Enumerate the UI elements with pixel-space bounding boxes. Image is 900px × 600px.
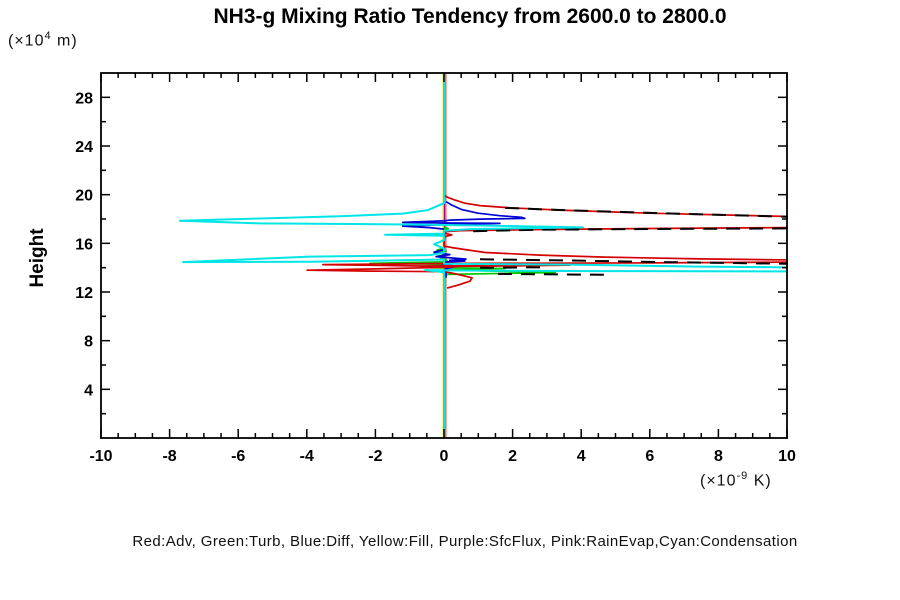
y-tick-label-28: 28 bbox=[75, 90, 93, 107]
chart-title: NH3-g Mixing Ratio Tendency from 2600.0 … bbox=[213, 5, 727, 28]
x-tick-label--6: -6 bbox=[231, 448, 245, 465]
y-tick-label-12: 12 bbox=[75, 285, 93, 302]
series-total-seg1-line bbox=[505, 206, 788, 218]
x-tick-label--8: -8 bbox=[162, 448, 176, 465]
x-axis-unit-label: (×10-9 K) bbox=[700, 470, 772, 490]
y-unit-sup: 4 bbox=[44, 30, 52, 42]
series-turb-upper-line bbox=[443, 226, 449, 231]
x-tick-label--4: -4 bbox=[300, 448, 314, 465]
x-unit-sup: -9 bbox=[736, 470, 749, 482]
x-tick-label-4: 4 bbox=[577, 448, 586, 465]
x-tick-label-8: 8 bbox=[714, 448, 723, 465]
series-total-seg2-line bbox=[473, 227, 788, 233]
x-unit-post: K) bbox=[748, 472, 772, 490]
series-total-seg3-line bbox=[479, 258, 788, 265]
x-tick-label--2: -2 bbox=[368, 448, 382, 465]
y-tick-label-24: 24 bbox=[75, 139, 93, 156]
y-tick-label-16: 16 bbox=[75, 236, 93, 253]
x-tick-label-0: 0 bbox=[440, 448, 449, 465]
series-total-seg4-line bbox=[479, 266, 544, 269]
series-total-seg5-line bbox=[497, 272, 605, 276]
plot-area bbox=[178, 73, 788, 438]
y-tick-label-4: 4 bbox=[84, 382, 93, 399]
x-tick-label-10: 10 bbox=[778, 448, 796, 465]
y-tick-label-8: 8 bbox=[84, 334, 93, 351]
y-unit-post: m) bbox=[51, 32, 78, 50]
legend-caption: Red:Adv, Green:Turb, Blue:Diff, Yellow:F… bbox=[132, 533, 798, 550]
x-tick-label-2: 2 bbox=[508, 448, 517, 465]
y-unit-pre: (×10 bbox=[8, 32, 45, 50]
x-tick-label--10: -10 bbox=[89, 448, 112, 465]
y-tick-label-20: 20 bbox=[75, 188, 93, 205]
y-axis-unit-label: (×104 m) bbox=[8, 30, 78, 50]
axis-ticks bbox=[100, 73, 788, 438]
x-unit-pre: (×10 bbox=[700, 472, 737, 490]
x-tick-label-6: 6 bbox=[645, 448, 654, 465]
series-condensation-line bbox=[178, 73, 788, 438]
